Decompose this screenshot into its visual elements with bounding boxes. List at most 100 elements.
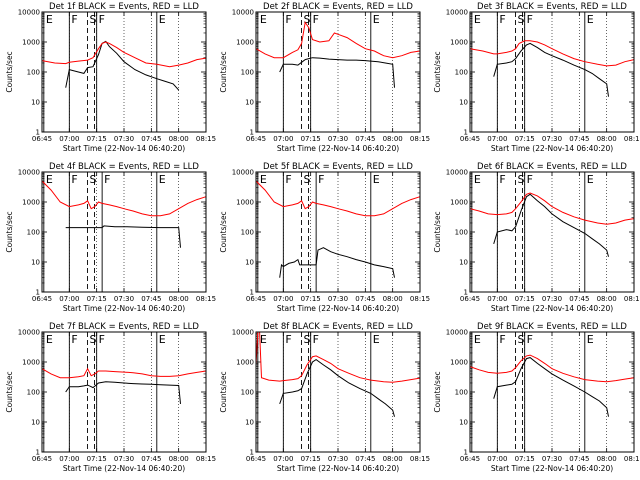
event-marker-label: E [46,13,53,26]
x-tick-label: 08:00 [169,135,189,143]
chart-panel-3: Det 3f BLACK = Events, RED = LLD Counts/s… [433,2,640,153]
x-tick-label: 08:15 [624,455,640,463]
lld-series-line [469,192,635,225]
event-marker-label: F [285,333,291,346]
x-tick-label: 07:00 [487,295,507,303]
y-tick-label: 1 [250,129,254,137]
x-tick-label: 07:45 [569,135,589,143]
chart-title: Det 4f BLACK = Events, RED = LLD [49,162,199,172]
lld-series-line [41,180,207,217]
events-series-line [279,57,395,88]
x-tick-label: 07:30 [328,135,348,143]
y-tick-label: 1000 [236,199,254,207]
y-axis-label: Counts/sec [5,371,14,412]
event-marker-label: F [499,13,505,26]
y-tick-label: 10 [459,259,468,267]
y-axis-label: Counts/sec [433,211,442,252]
y-tick-label: 1 [464,289,468,297]
y-tick-label: 10 [245,259,254,267]
chart-panel-9: Det 9f BLACK = Events, RED = LLD Counts/s… [433,322,640,473]
events-series-line [279,358,395,417]
x-tick-label: 06:45 [32,455,52,463]
x-tick-label: 07:30 [328,295,348,303]
y-axis-label: Counts/sec [219,211,228,252]
plot-frame [41,331,207,453]
event-marker-label: F [285,173,291,186]
x-tick-label: 08:15 [624,135,640,143]
y-tick-label: 1 [36,449,40,457]
x-tick-label: 06:45 [460,295,480,303]
x-tick-label: 08:00 [383,455,403,463]
plot-frame [255,11,421,133]
x-tick-label: 07:00 [273,295,293,303]
x-tick-label: 06:45 [246,455,266,463]
x-tick-label: 07:00 [487,455,507,463]
x-tick-label: 07:45 [141,295,161,303]
y-tick-label: 100 [241,69,254,77]
event-marker-label: F [318,173,324,186]
event-marker-label: E [260,13,267,26]
chart-panel-8: Det 8f BLACK = Events, RED = LLD Counts/s… [219,322,430,473]
y-tick-label: 10000 [18,169,40,177]
x-tick-label: 06:45 [460,455,480,463]
chart-panel-7: Det 7f BLACK = Events, RED = LLD Counts/s… [5,322,216,473]
y-axis-label: Counts/sec [5,51,14,92]
x-tick-label: 07:30 [328,455,348,463]
x-tick-label: 07:45 [569,455,589,463]
event-marker-label: F [313,13,319,26]
event-marker-label: F [527,13,533,26]
y-tick-label: 100 [455,389,468,397]
y-tick-label: 1000 [22,359,40,367]
chart-panel-6: Det 6f BLACK = Events, RED = LLD Counts/s… [433,162,640,313]
x-tick-label: 06:45 [460,135,480,143]
x-tick-label: 07:00 [487,135,507,143]
chart-panel-4: Det 4f BLACK = Events, RED = LLD Counts/s… [5,162,216,313]
event-marker-label: E [159,173,166,186]
event-marker-label: E [159,333,166,346]
x-tick-label: 07:30 [542,455,562,463]
events-series-line [493,357,609,417]
y-tick-label: 1000 [22,39,40,47]
y-tick-label: 1 [464,449,468,457]
x-tick-label: 07:15 [301,295,321,303]
event-marker-label: F [499,333,505,346]
events-series-line [493,42,609,97]
lld-series-line [41,41,207,68]
event-marker-label: S [304,333,311,346]
x-tick-label: 08:00 [169,295,189,303]
plot-frame [255,171,421,293]
y-tick-label: 100 [455,69,468,77]
event-marker-label: E [587,173,594,186]
x-tick-label: 08:00 [169,455,189,463]
lld-series-line [255,180,421,217]
y-tick-label: 100 [241,389,254,397]
lld-series-line [41,367,207,379]
x-tick-label: 08:15 [196,135,216,143]
event-marker-label: F [104,173,110,186]
event-marker-label: E [46,173,53,186]
y-tick-label: 1000 [236,39,254,47]
event-marker-label: F [285,13,291,26]
x-tick-label: 07:45 [141,455,161,463]
x-tick-label: 07:45 [355,455,375,463]
event-marker-label: F [71,173,77,186]
y-tick-label: 10000 [18,9,40,17]
chart-panel-1: Det 1f BLACK = Events, RED = LLD Counts/s… [5,2,216,153]
x-axis-label: Start Time (22-Nov-14 06:40:20) [491,304,613,313]
y-tick-label: 10000 [232,169,254,177]
events-series-line [65,40,180,91]
x-axis-label: Start Time (22-Nov-14 06:40:20) [491,464,613,473]
x-axis-label: Start Time (22-Nov-14 06:40:20) [63,304,185,313]
plot-frame [469,171,635,293]
event-marker-label: E [373,13,380,26]
y-axis-label: Counts/sec [219,371,228,412]
event-marker-label: F [99,13,105,26]
x-tick-label: 07:45 [141,135,161,143]
y-tick-label: 1000 [450,199,468,207]
event-marker-label: E [260,333,267,346]
events-series-line [65,381,181,404]
event-marker-label: F [71,333,77,346]
x-tick-label: 08:15 [196,455,216,463]
x-axis-label: Start Time (22-Nov-14 06:40:20) [277,304,399,313]
lld-series-line [255,331,421,383]
